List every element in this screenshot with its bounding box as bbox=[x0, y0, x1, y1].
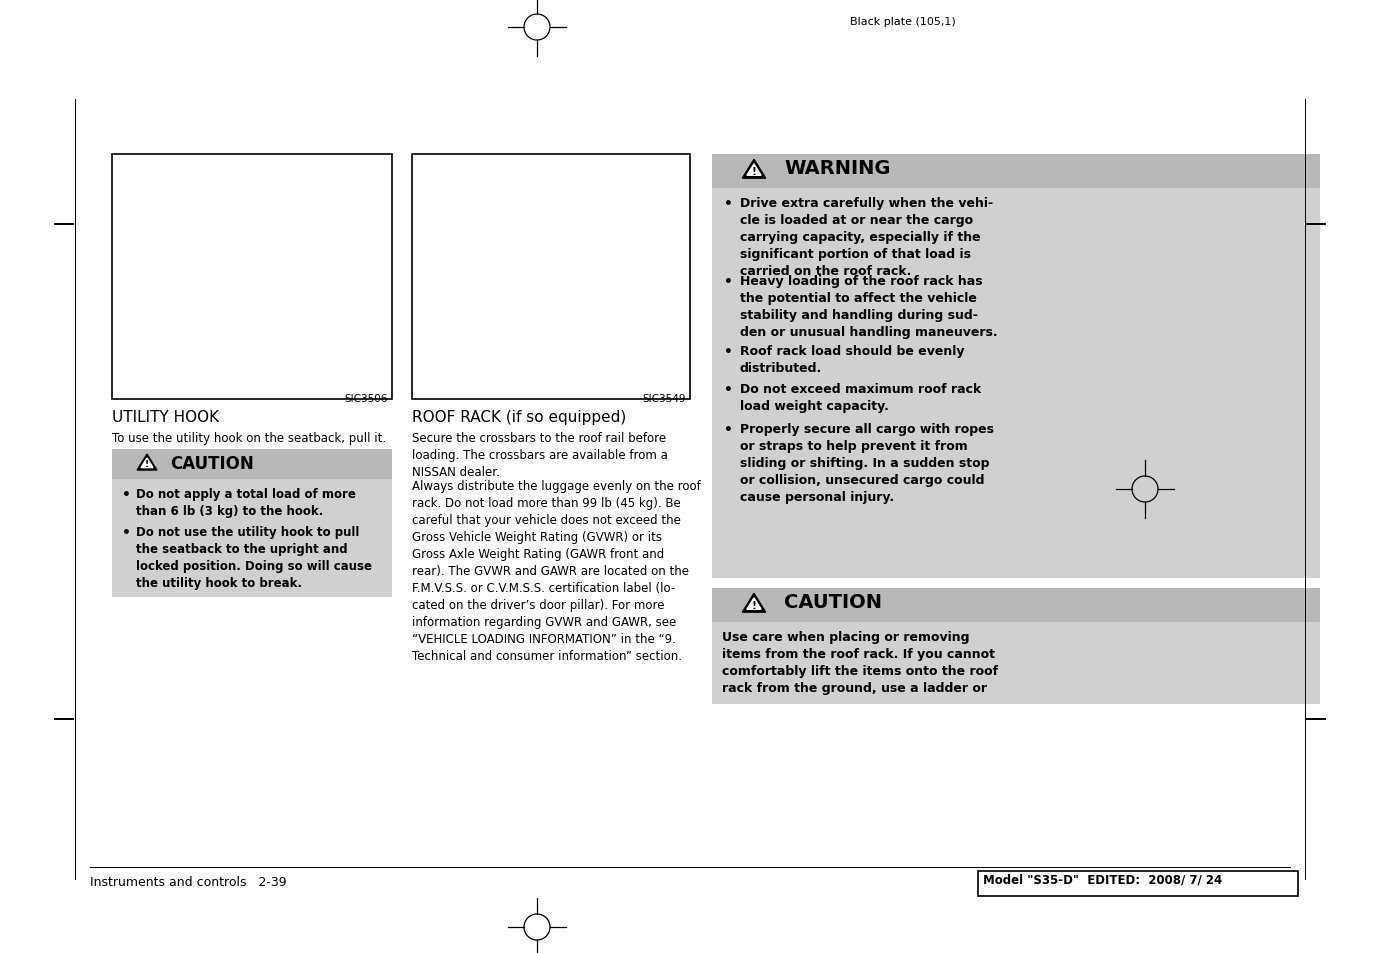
Text: Secure the crossbars to the roof rail before
loading. The crossbars are availabl: Secure the crossbars to the roof rail be… bbox=[412, 432, 668, 478]
Text: ROOF RACK (if so equipped): ROOF RACK (if so equipped) bbox=[412, 410, 626, 424]
Bar bbox=[713, 622, 1320, 704]
Polygon shape bbox=[747, 598, 761, 610]
Text: •: • bbox=[724, 274, 733, 289]
Bar bbox=[978, 871, 1298, 896]
Text: Black plate (105,1): Black plate (105,1) bbox=[849, 17, 956, 27]
Text: •: • bbox=[724, 382, 733, 396]
Text: Roof rack load should be evenly
distributed.: Roof rack load should be evenly distribu… bbox=[740, 345, 964, 375]
Bar bbox=[112, 450, 392, 479]
Polygon shape bbox=[743, 160, 765, 179]
Text: !: ! bbox=[751, 600, 757, 610]
Text: Properly secure all cargo with ropes
or straps to help prevent it from
sliding o: Properly secure all cargo with ropes or … bbox=[740, 422, 994, 503]
Text: •: • bbox=[724, 196, 733, 211]
Text: !: ! bbox=[751, 167, 757, 177]
Bar bbox=[112, 479, 392, 598]
Text: Model "S35-D"  EDITED:  2008/ 7/ 24: Model "S35-D" EDITED: 2008/ 7/ 24 bbox=[983, 873, 1222, 886]
Text: Do not use the utility hook to pull
the seatback to the upright and
locked posit: Do not use the utility hook to pull the … bbox=[135, 525, 371, 589]
Text: SIC3506: SIC3506 bbox=[345, 394, 388, 403]
Text: SIC3549: SIC3549 bbox=[642, 394, 686, 403]
Bar bbox=[412, 154, 690, 399]
Text: !: ! bbox=[145, 460, 149, 469]
Text: Do not apply a total load of more
than 6 lb (3 kg) to the hook.: Do not apply a total load of more than 6… bbox=[135, 488, 356, 517]
Polygon shape bbox=[141, 458, 153, 468]
Text: Instruments and controls   2-39: Instruments and controls 2-39 bbox=[90, 875, 287, 888]
Text: •: • bbox=[724, 345, 733, 358]
Bar bbox=[713, 588, 1320, 622]
Polygon shape bbox=[743, 594, 765, 613]
Text: To use the utility hook on the seatback, pull it.: To use the utility hook on the seatback,… bbox=[112, 432, 387, 444]
Text: •: • bbox=[122, 525, 131, 539]
Text: UTILITY HOOK: UTILITY HOOK bbox=[112, 410, 220, 424]
Bar bbox=[713, 189, 1320, 578]
Text: Heavy loading of the roof rack has
the potential to affect the vehicle
stability: Heavy loading of the roof rack has the p… bbox=[740, 274, 997, 338]
Polygon shape bbox=[747, 165, 761, 176]
Text: Always distribute the luggage evenly on the roof
rack. Do not load more than 99 : Always distribute the luggage evenly on … bbox=[412, 479, 700, 662]
Text: CAUTION: CAUTION bbox=[170, 455, 254, 473]
Text: •: • bbox=[724, 422, 733, 436]
Text: CAUTION: CAUTION bbox=[784, 593, 882, 612]
Bar bbox=[112, 154, 392, 399]
Polygon shape bbox=[137, 455, 157, 471]
Text: Use care when placing or removing
items from the roof rack. If you cannot
comfor: Use care when placing or removing items … bbox=[722, 630, 998, 695]
Text: •: • bbox=[122, 488, 131, 501]
Text: WARNING: WARNING bbox=[784, 159, 891, 178]
Text: Drive extra carefully when the vehi-
cle is loaded at or near the cargo
carrying: Drive extra carefully when the vehi- cle… bbox=[740, 196, 993, 277]
Bar bbox=[713, 154, 1320, 189]
Text: Do not exceed maximum roof rack
load weight capacity.: Do not exceed maximum roof rack load wei… bbox=[740, 382, 982, 413]
